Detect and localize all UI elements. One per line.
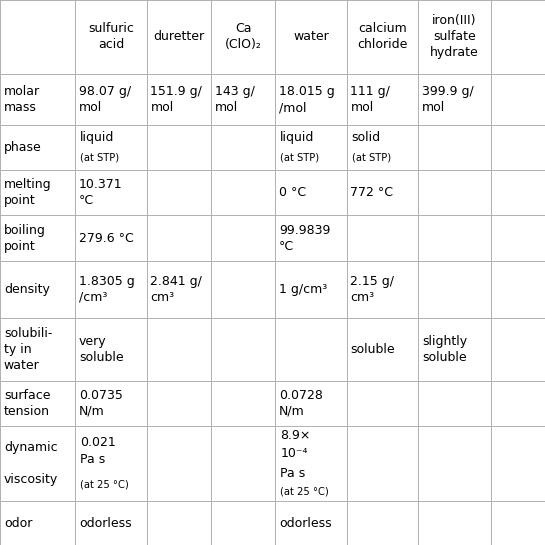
Text: 0.021: 0.021 xyxy=(80,436,116,449)
Text: boiling
point: boiling point xyxy=(4,223,46,252)
Text: 151.9 g/
mol: 151.9 g/ mol xyxy=(150,85,202,114)
Text: 2.841 g/
cm³: 2.841 g/ cm³ xyxy=(150,275,202,304)
Text: liquid: liquid xyxy=(80,131,114,144)
Text: 279.6 °C: 279.6 °C xyxy=(79,232,134,245)
Text: dynamic

viscosity: dynamic viscosity xyxy=(4,441,58,486)
Text: solubili-
ty in
water: solubili- ty in water xyxy=(4,327,52,372)
Text: 143 g/
mol: 143 g/ mol xyxy=(215,85,255,114)
Text: sulfuric
acid: sulfuric acid xyxy=(88,22,134,51)
Text: solid: solid xyxy=(352,131,381,144)
Text: 1 g/cm³: 1 g/cm³ xyxy=(279,283,328,296)
Text: (at STP): (at STP) xyxy=(280,153,319,163)
Text: 0.0728
N/m: 0.0728 N/m xyxy=(279,389,323,418)
Text: iron(III)
sulfate
hydrate: iron(III) sulfate hydrate xyxy=(430,15,479,59)
Text: (at STP): (at STP) xyxy=(80,153,119,163)
Text: soluble: soluble xyxy=(350,343,395,356)
Text: odorless: odorless xyxy=(279,517,332,530)
Text: 2.15 g/
cm³: 2.15 g/ cm³ xyxy=(350,275,395,304)
Text: 8.9×: 8.9× xyxy=(280,429,311,442)
Text: water: water xyxy=(293,31,329,44)
Text: 1.8305 g
/cm³: 1.8305 g /cm³ xyxy=(79,275,135,304)
Text: (at STP): (at STP) xyxy=(352,153,391,163)
Text: Pa s: Pa s xyxy=(280,467,306,480)
Text: (at 25 °C): (at 25 °C) xyxy=(80,480,129,489)
Text: Pa s: Pa s xyxy=(80,453,106,467)
Text: slightly
soluble: slightly soluble xyxy=(422,335,467,364)
Text: odorless: odorless xyxy=(79,517,132,530)
Text: 772 °C: 772 °C xyxy=(350,186,393,199)
Text: density: density xyxy=(4,283,50,296)
Text: 0 °C: 0 °C xyxy=(279,186,306,199)
Text: melting
point: melting point xyxy=(4,178,51,208)
Text: liquid: liquid xyxy=(280,131,314,144)
Text: phase: phase xyxy=(4,141,41,154)
Text: 111 g/
mol: 111 g/ mol xyxy=(350,85,390,114)
Text: odor: odor xyxy=(4,517,32,530)
Text: (at 25 °C): (at 25 °C) xyxy=(280,486,329,496)
Text: 99.9839
°C: 99.9839 °C xyxy=(279,223,330,252)
Text: 10⁻⁴: 10⁻⁴ xyxy=(280,447,308,461)
Text: 18.015 g
/mol: 18.015 g /mol xyxy=(279,85,335,114)
Text: surface
tension: surface tension xyxy=(4,389,50,418)
Text: molar
mass: molar mass xyxy=(4,85,40,114)
Text: 399.9 g/
mol: 399.9 g/ mol xyxy=(422,85,474,114)
Text: very
soluble: very soluble xyxy=(79,335,124,364)
Text: 0.0735
N/m: 0.0735 N/m xyxy=(79,389,123,418)
Text: duretter: duretter xyxy=(153,31,204,44)
Text: Ca
(ClO)₂: Ca (ClO)₂ xyxy=(225,22,262,51)
Text: 98.07 g/
mol: 98.07 g/ mol xyxy=(79,85,131,114)
Text: 10.371
°C: 10.371 °C xyxy=(79,178,123,208)
Text: calcium
chloride: calcium chloride xyxy=(357,22,408,51)
